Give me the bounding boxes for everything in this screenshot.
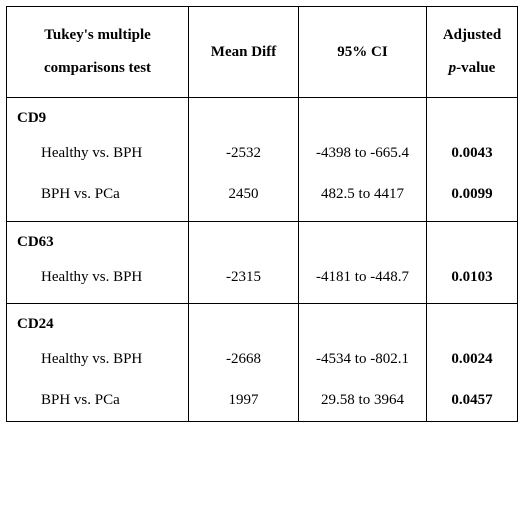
empty-cell [189,221,299,257]
table-row: Healthy vs. BPH -2315 -4181 to -448.7 0.… [7,257,518,298]
diff-cell: 1997 [189,380,299,422]
diff-cell: -2668 [189,339,299,380]
comparison-cell: BPH vs. PCa [7,380,189,422]
comparison-cell: BPH vs. PCa [7,174,189,215]
empty-cell [427,304,518,340]
ci-cell: -4181 to -448.7 [299,257,427,298]
empty-cell [427,98,518,134]
diff-cell: -2532 [189,133,299,174]
table-row: Healthy vs. BPH -2532 -4398 to -665.4 0.… [7,133,518,174]
header-test-line1: Tukey's multiple [11,19,184,52]
empty-cell [299,304,427,340]
comparison-cell: Healthy vs. BPH [7,133,189,174]
section-name: CD24 [7,304,189,340]
col-header-test: Tukey's multiple comparisons test [7,7,189,98]
pval-cell: 0.0043 [427,133,518,174]
section-header-row: CD9 [7,98,518,134]
diff-cell: -2315 [189,257,299,298]
table-body: CD9 Healthy vs. BPH -2532 -4398 to -665.… [7,98,518,422]
ci-cell: -4398 to -665.4 [299,133,427,174]
comparison-cell: Healthy vs. BPH [7,339,189,380]
pval-cell: 0.0099 [427,174,518,215]
comparisons-table: Tukey's multiple comparisons test Mean D… [6,6,518,422]
col-header-pval: Adjusted p-value [427,7,518,98]
section-name: CD9 [7,98,189,134]
table-header-row: Tukey's multiple comparisons test Mean D… [7,7,518,98]
header-pval-line1: Adjusted [431,19,513,52]
empty-cell [299,221,427,257]
empty-cell [189,98,299,134]
pval-cell: 0.0103 [427,257,518,298]
col-header-ci: 95% CI [299,7,427,98]
diff-cell: 2450 [189,174,299,215]
section-name: CD63 [7,221,189,257]
section-header-row: CD24 [7,304,518,340]
empty-cell [427,221,518,257]
header-pval-line2: p-value [431,52,513,85]
table-row: BPH vs. PCa 2450 482.5 to 4417 0.0099 [7,174,518,215]
ci-cell: 482.5 to 4417 [299,174,427,215]
col-header-diff: Mean Diff [189,7,299,98]
section-header-row: CD63 [7,221,518,257]
empty-cell [189,304,299,340]
comparison-cell: Healthy vs. BPH [7,257,189,298]
pval-cell: 0.0457 [427,380,518,422]
header-test-line2: comparisons test [11,52,184,85]
table-row: BPH vs. PCa 1997 29.58 to 3964 0.0457 [7,380,518,422]
pval-cell: 0.0024 [427,339,518,380]
empty-cell [299,98,427,134]
table-row: Healthy vs. BPH -2668 -4534 to -802.1 0.… [7,339,518,380]
ci-cell: -4534 to -802.1 [299,339,427,380]
ci-cell: 29.58 to 3964 [299,380,427,422]
pval-suffix: -value [456,60,495,76]
